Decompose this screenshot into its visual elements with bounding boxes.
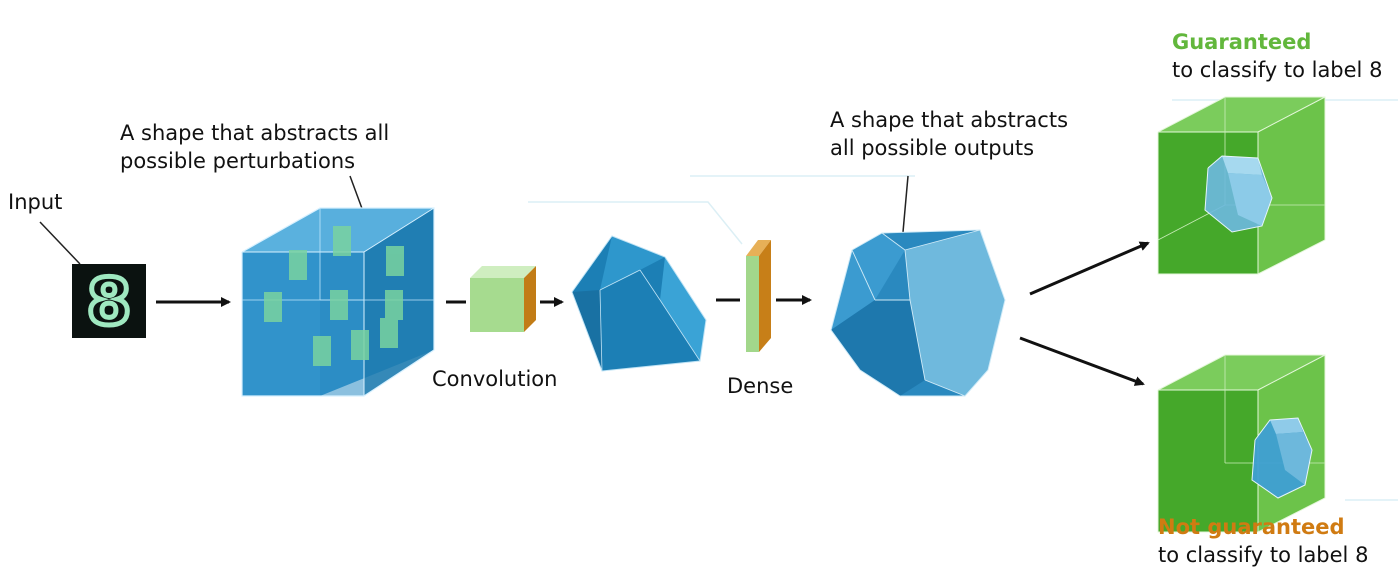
guaranteed-caption: Guaranteed to classify to label 8 — [1172, 28, 1382, 84]
not-guaranteed-subtitle: to classify to label 8 — [1158, 543, 1369, 567]
outputs-line-2: all possible outputs — [830, 136, 1035, 160]
convolution-block — [470, 266, 536, 332]
not-guaranteed-caption: Not guaranteed to classify to label 8 — [1158, 513, 1368, 569]
outputs-line-1: A shape that abstracts — [830, 108, 1069, 132]
perturbations-line-2: possible perturbations — [120, 149, 356, 173]
dense-guide-line — [528, 201, 743, 245]
guaranteed-region-box — [1157, 96, 1326, 275]
arrow-to-guaranteed — [1029, 241, 1150, 296]
not-guaranteed-title: Not guaranteed — [1158, 515, 1345, 539]
outputs-leader-line — [902, 175, 909, 233]
input-leader-line — [39, 221, 81, 265]
dense-layer — [746, 240, 771, 352]
outputs-annotation: A shape that abstracts all possible outp… — [830, 106, 1068, 162]
digit-glyph: 8 — [87, 266, 132, 340]
arrow-to-not-guaranteed — [1019, 336, 1145, 386]
perturbations-annotation: A shape that abstracts all possible pert… — [120, 119, 389, 175]
guaranteed-inner-polytope — [1204, 155, 1273, 233]
not-guaranteed-inner-polytope — [1251, 417, 1313, 499]
input-label: Input — [8, 190, 63, 214]
guaranteed-title: Guaranteed — [1172, 30, 1312, 54]
dense-label: Dense — [727, 374, 794, 398]
output-polytope — [830, 229, 1006, 397]
convolution-label: Convolution — [432, 367, 558, 391]
guaranteed-subtitle: to classify to label 8 — [1172, 58, 1383, 82]
perturbations-line-1: A shape that abstracts all — [120, 121, 390, 145]
not-guaranteed-region-box — [1157, 354, 1326, 533]
input-digit-image: 8 — [72, 264, 146, 343]
perturbation-box — [241, 207, 435, 397]
convolution-output-polytope — [571, 235, 707, 372]
perturbed-digit-samples — [264, 226, 404, 366]
